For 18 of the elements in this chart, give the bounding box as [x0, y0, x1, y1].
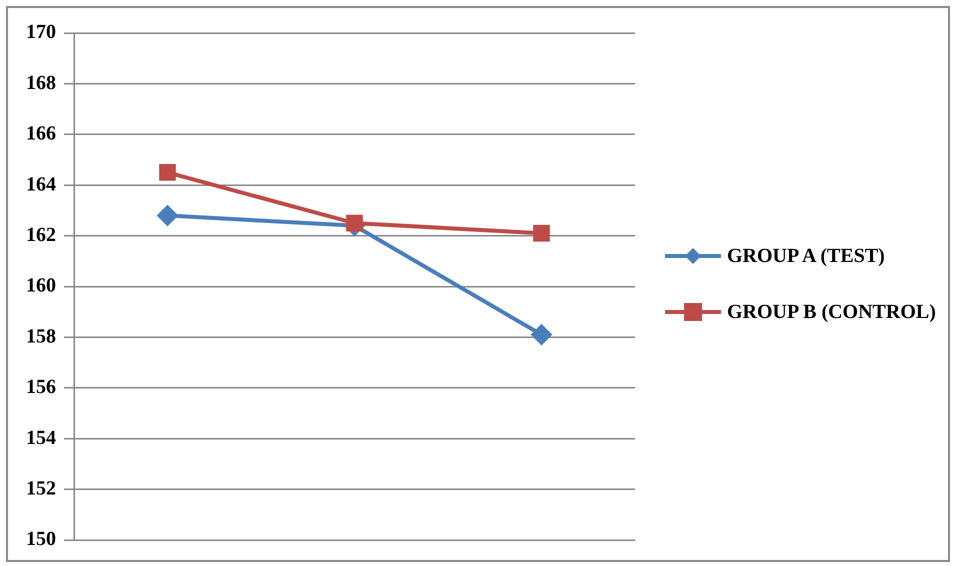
y-tick-label: 166 [26, 122, 56, 145]
legend-label: GROUP A (TEST) [727, 244, 885, 269]
y-tick-label: 154 [26, 426, 56, 449]
y-tick-label: 150 [26, 528, 56, 550]
y-tick-label: 158 [26, 325, 56, 348]
point [533, 224, 550, 242]
y-tick-label: 160 [26, 274, 56, 297]
legend-label: GROUP B (CONTROL) [727, 300, 936, 325]
y-tick-label: 162 [26, 224, 56, 246]
y-tick-label: 164 [26, 173, 56, 196]
point [158, 206, 178, 226]
y-tick-label: 152 [26, 477, 56, 500]
y-tick-label: 156 [26, 376, 56, 398]
point [532, 324, 552, 345]
y-tick-label: 168 [26, 72, 56, 94]
point [346, 214, 363, 232]
y-tick-label: 170 [26, 21, 56, 44]
point [159, 164, 176, 181]
